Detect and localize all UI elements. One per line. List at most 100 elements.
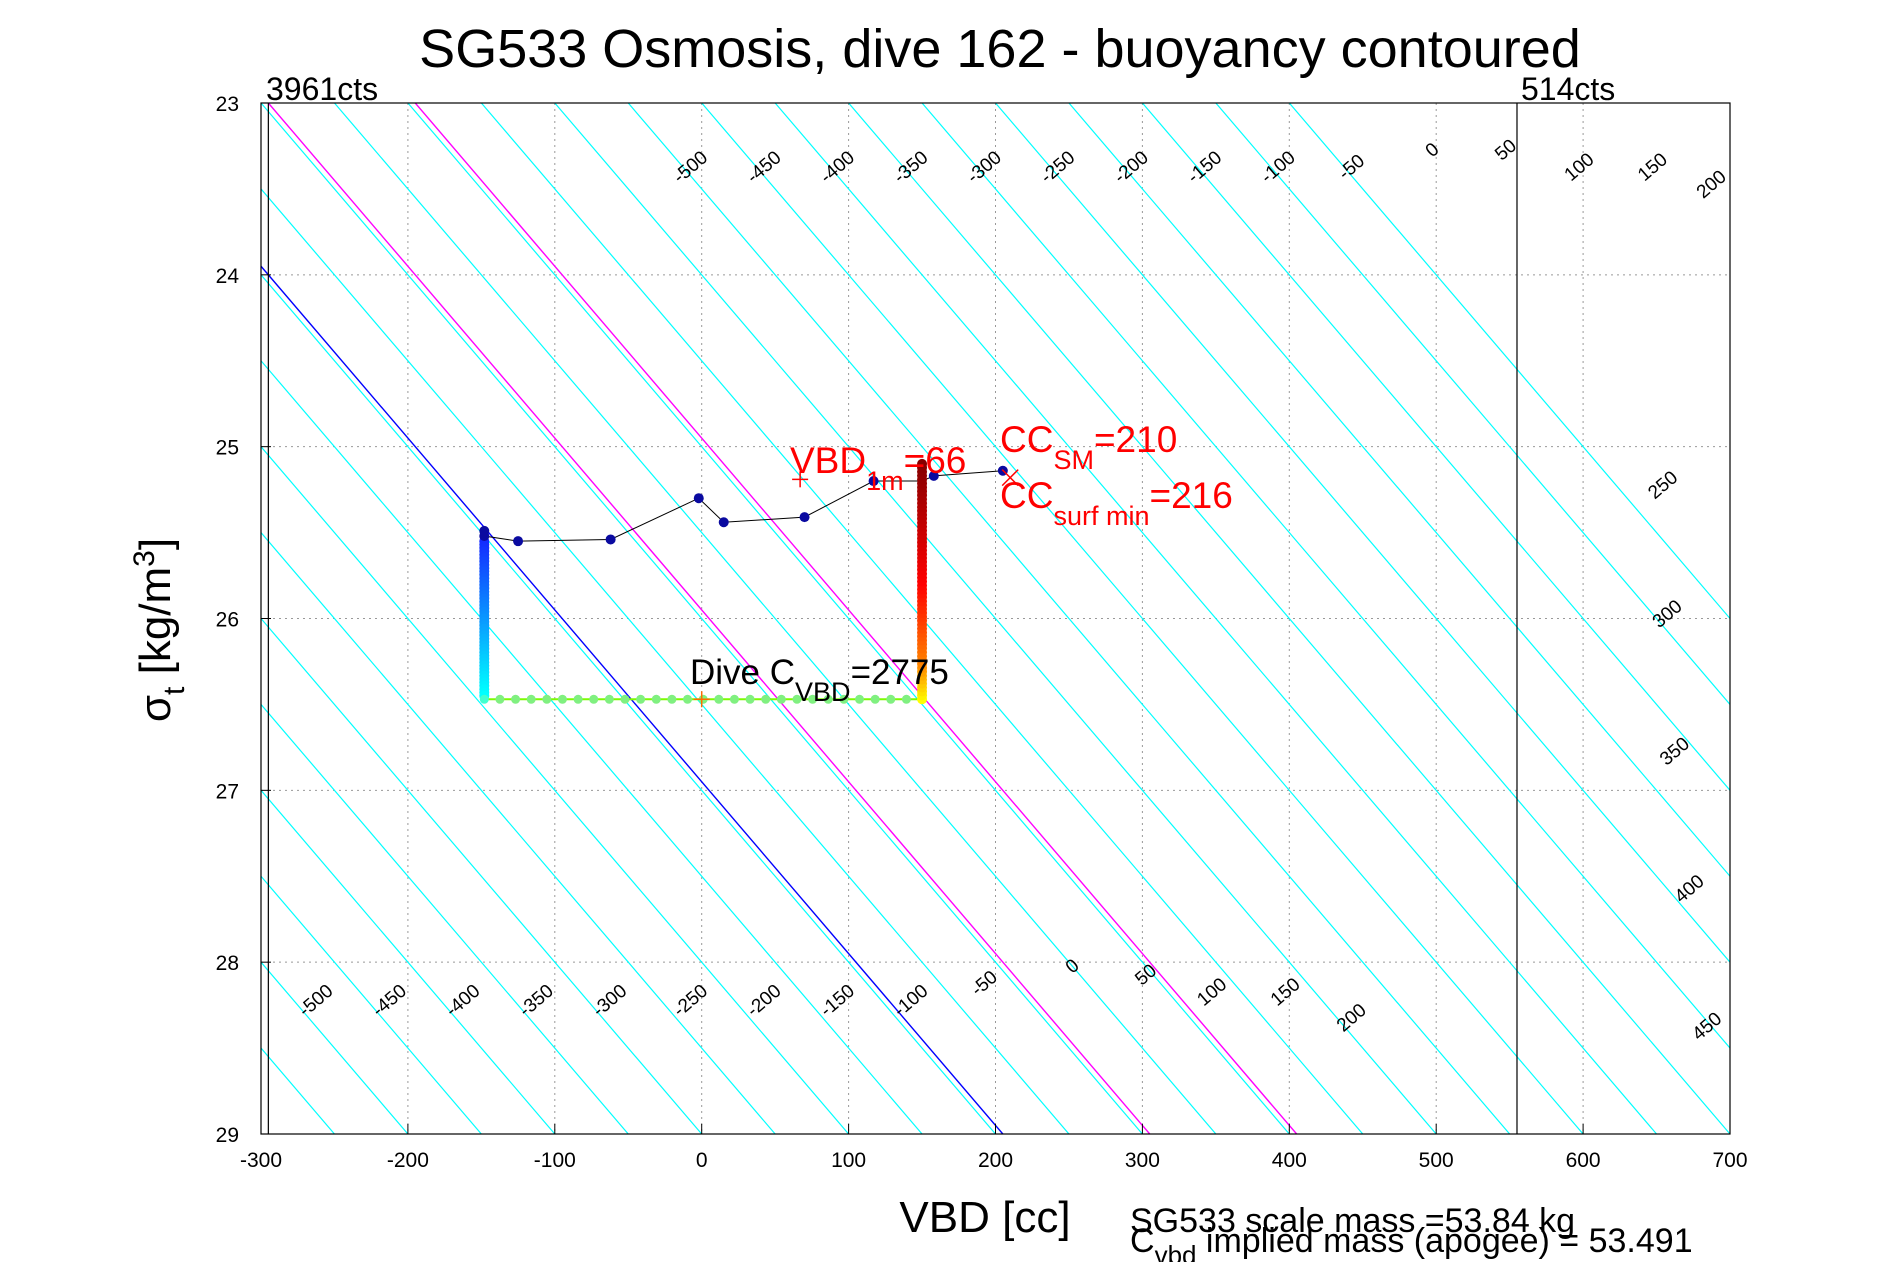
buoyancy-contour-line: [261, 103, 1143, 1134]
axis-ticks: -300 -200 -100 0 100 200 300 400 500 600 700232425…: [216, 93, 1748, 1172]
x-tick-label: 0: [696, 1149, 708, 1172]
contour-level-label: -350: [515, 981, 558, 1022]
vbd1m-value: =66: [904, 440, 967, 481]
y-axis-label: σt [kg/m3]: [128, 538, 191, 722]
contour-level-label: -150: [1184, 147, 1227, 188]
y-axis-label-sup: 3: [128, 550, 161, 567]
profile-point: [928, 470, 939, 481]
x-tick-label: 200: [978, 1149, 1013, 1172]
profile-point: [605, 534, 616, 545]
contour-level-label: 200: [1693, 166, 1731, 203]
y-tick-label: 28: [216, 952, 239, 975]
x-tick-label: -300: [240, 1149, 282, 1172]
apogee-point: [886, 694, 896, 704]
buoyancy-contour-line: [848, 103, 1730, 1134]
vbd1m-main: VBD: [790, 440, 866, 481]
contour-level-label: -300: [589, 981, 632, 1022]
apogee-point: [479, 694, 489, 704]
apogee-point: [855, 694, 865, 704]
footer-cvbd-main: C: [1130, 1222, 1155, 1260]
contour-level-label: -500: [295, 981, 338, 1022]
climb-point: [917, 458, 928, 469]
contour-level-label: -100: [1257, 147, 1300, 188]
profile-point: [479, 531, 490, 542]
footer-cvbd-sub: vbd: [1155, 1240, 1197, 1262]
apogee-point: [808, 694, 818, 704]
apogee-point: [557, 694, 567, 704]
dive-cvbd-main: Dive C: [690, 653, 795, 692]
profile-point: [693, 493, 704, 504]
x-tick-label: 400: [1272, 1149, 1307, 1172]
apogee-point: [761, 694, 771, 704]
apogee-point: [495, 694, 505, 704]
contour-level-label: -350: [890, 147, 933, 188]
buoyancy-contour-line: [701, 103, 1584, 1134]
buoyancy-contour-line: [261, 617, 703, 1134]
contour-level-label: -100: [890, 981, 933, 1022]
contour-level-label: 100: [1193, 974, 1231, 1011]
buoyancy-contour-line: [1141, 103, 1730, 792]
contour-level-label: -300: [963, 147, 1006, 188]
counts-right-label: 514cts: [1521, 71, 1615, 107]
apogee-point: [870, 694, 880, 704]
x-tick-label: 300: [1125, 1149, 1160, 1172]
x-tick-label: 500: [1419, 1149, 1454, 1172]
ccsm-annotation: CCSM=210: [1000, 419, 1177, 475]
profile-point: [718, 517, 729, 528]
apogee-point: [667, 694, 677, 704]
contour-level-label: -50: [1335, 151, 1370, 185]
contour-level-label: -250: [670, 981, 713, 1022]
y-tick-label: 26: [216, 609, 239, 632]
contour-level-label: 350: [1656, 734, 1694, 771]
dive-cvbd-value: =2775: [851, 653, 949, 692]
contour-level-label: -200: [743, 981, 786, 1022]
apogee-point: [604, 694, 614, 704]
apogee-point: [745, 694, 755, 704]
apogee-point: [651, 694, 661, 704]
y-axis-label-unit: [kg/m: [131, 567, 180, 687]
counts-left-label: 3961cts: [266, 71, 378, 107]
contour-level-label: -400: [816, 147, 859, 188]
profile-point: [799, 512, 810, 523]
contour-level-label: 0: [1422, 139, 1444, 162]
footer-implied-text: implied mass (apogee) = 53.491: [1196, 1222, 1692, 1260]
marker-cc-sm: [1001, 469, 1019, 487]
apogee-point: [511, 694, 521, 704]
x-tick-label: 700: [1712, 1149, 1747, 1172]
buoyancy-contour-line: [261, 875, 482, 1134]
ccsm-value: =210: [1094, 419, 1177, 460]
y-tick-label: 23: [216, 93, 239, 116]
apogee-point: [729, 694, 739, 704]
profile-point: [868, 476, 879, 487]
buoyancy-contour-line: [627, 103, 1511, 1134]
contour-level-label: -500: [670, 147, 713, 188]
y-axis-label-close: ]: [131, 538, 180, 550]
contour-level-label: 250: [1644, 467, 1682, 504]
buoyancy-limit-line: [414, 103, 1298, 1134]
apogee-point: [823, 694, 833, 704]
contour-level-label: 50: [1131, 960, 1161, 990]
buoyancy-limit-line: [267, 103, 1151, 1134]
contour-level-label: 150: [1634, 149, 1672, 186]
apogee-point: [573, 694, 583, 704]
apogee-point: [714, 694, 724, 704]
ccsurf-main: CC: [1000, 475, 1053, 516]
buoyancy-contour-line: [261, 445, 850, 1134]
footer-scale-mass: SG533 scale mass =53.84 kg: [1130, 1202, 1575, 1240]
ccsm-main: CC: [1000, 419, 1053, 460]
buoyancy-contour-line: [921, 103, 1730, 1050]
apogee-point: [792, 694, 802, 704]
buoyancy-contour-line: [407, 103, 1290, 1134]
ccsm-sub: SM: [1053, 445, 1094, 475]
buoyancy-contour-line: [261, 273, 996, 1134]
buoyancy-contour-line: [261, 187, 1070, 1134]
apogee-point: [901, 694, 911, 704]
buoyancy-contour-line: [1288, 103, 1730, 620]
buoyancy-contour-line: [554, 103, 1437, 1134]
x-tick-label: -200: [387, 1149, 429, 1172]
buoyancy-contour-line: [261, 531, 776, 1134]
neutral-buoyancy-line: [261, 265, 1004, 1134]
contour-level-label: 200: [1333, 1000, 1371, 1037]
dive-cvbd-sub: VBD: [795, 677, 851, 707]
